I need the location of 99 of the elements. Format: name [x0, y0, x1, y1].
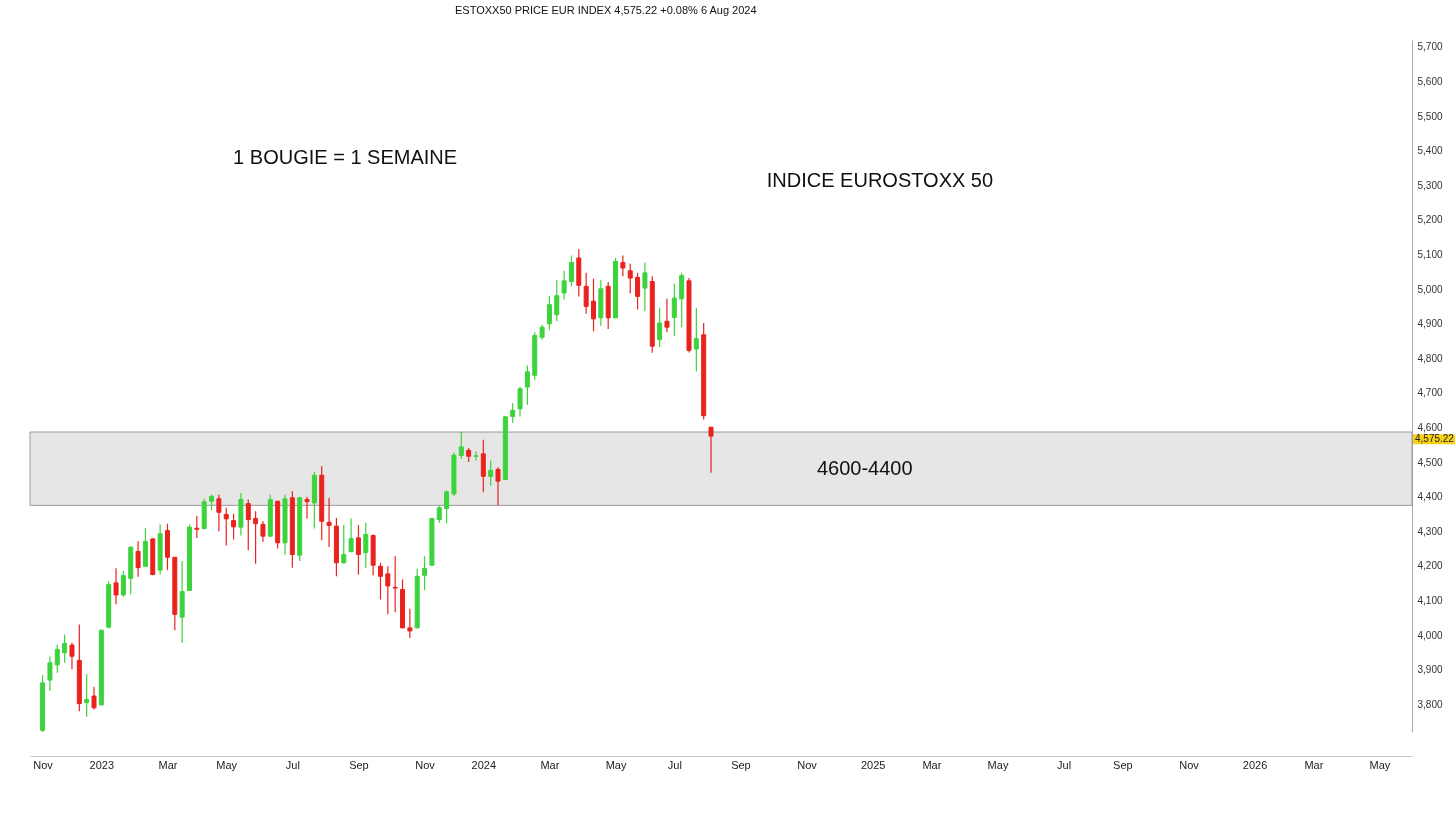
x-tick-label: May [216, 758, 238, 771]
x-tick-label: Nov [33, 758, 54, 771]
y-tick-label: 5,100 [1417, 249, 1443, 261]
x-tick-label: Sep [731, 758, 751, 771]
x-tick-label: Mar [922, 758, 942, 771]
candlestick [385, 565, 391, 615]
candlestick [341, 524, 347, 565]
candlestick [363, 522, 369, 569]
x-tick-label: 2024 [471, 758, 497, 771]
candlestick [679, 272, 685, 328]
candlestick [488, 459, 494, 487]
y-tick-label: 5,600 [1417, 76, 1443, 88]
candlestick [54, 643, 60, 674]
y-tick-label: 4,500 [1417, 456, 1443, 468]
y-tick-label: 4,100 [1417, 595, 1443, 607]
candlestick [458, 431, 464, 460]
candlestick [253, 510, 259, 565]
candlestick [231, 513, 237, 541]
y-tick-label: 3,900 [1417, 664, 1443, 676]
candlestick [693, 307, 699, 373]
candlestick [510, 402, 516, 424]
candlestick [194, 515, 200, 539]
candlestick [664, 298, 670, 333]
x-tick-label: May [987, 758, 1009, 771]
annotation: 1 BOUGIE = 1 SEMAINE [233, 146, 458, 169]
y-tick-label: 4,800 [1417, 352, 1443, 364]
candlestick [671, 282, 677, 337]
y-tick-label: 5,000 [1417, 283, 1443, 295]
x-tick-label: Nov [1179, 758, 1200, 771]
text: 4,575.22 [1415, 433, 1455, 445]
candlestick [591, 278, 596, 332]
text: INDICE EUROSTOXX 50 [766, 169, 994, 192]
y-tick-label: 4,200 [1417, 560, 1443, 572]
candlestick [635, 272, 641, 311]
candlestick [554, 279, 560, 322]
candlestick [84, 673, 90, 718]
x-tick-label: 2026 [1242, 758, 1268, 771]
candlestick [120, 570, 126, 598]
candlestick [642, 261, 648, 312]
y-tick-label: 4,300 [1417, 525, 1443, 537]
candlestick [627, 263, 633, 295]
x-tick-label: Nov [797, 758, 818, 771]
y-tick-label: 4,700 [1417, 387, 1443, 399]
candlestick [135, 540, 141, 578]
candlestick [568, 254, 574, 287]
y-tick-label: 4,900 [1417, 318, 1443, 330]
candlestick [355, 524, 361, 576]
x-tick-label: May [1369, 758, 1391, 771]
candlestick [69, 642, 75, 670]
x-tick-label: Mar [540, 758, 560, 771]
candlestick [517, 386, 523, 418]
candlestick [392, 555, 398, 613]
band-label: 4600-4400 [816, 456, 913, 479]
candlestick [348, 517, 354, 553]
candlestick [113, 567, 119, 605]
x-tick-label: Jul [667, 758, 682, 771]
candlestick [480, 439, 486, 493]
candlestick [377, 562, 383, 601]
candlestick [62, 633, 68, 664]
candlestick [407, 608, 413, 639]
candlestick [422, 555, 428, 591]
candlestick [708, 426, 714, 474]
candlestick [223, 507, 229, 547]
x-tick-label: Mar [158, 758, 178, 771]
x-tick-label: Jul [285, 758, 300, 771]
y-tick-label: 5,200 [1417, 214, 1443, 226]
candlestick [216, 494, 222, 532]
y-tick-label: 5,500 [1417, 110, 1443, 122]
candlestick [260, 520, 266, 543]
y-tick-label: 5,700 [1417, 41, 1443, 53]
x-tick-label: Nov [415, 758, 436, 771]
candlestick [561, 270, 567, 301]
candlestick [326, 497, 332, 548]
x-tick-label: 2025 [860, 758, 886, 771]
candlestick [47, 655, 53, 692]
chart-subtitle: ESTOXX50 PRICE EUR INDEX 4,575.22 +0.08% 6 Aug 2024 [455, 4, 757, 16]
x-tick-label: May [605, 758, 627, 771]
y-tick-label: 4,600 [1417, 422, 1443, 434]
candlestick [495, 466, 501, 506]
candlestick [473, 450, 479, 461]
candlestick [524, 364, 530, 406]
candlestick [444, 489, 450, 524]
x-tick-label: Sep [1113, 758, 1133, 771]
candlestick [91, 686, 97, 711]
candlestick [620, 254, 626, 277]
candlestick [657, 307, 663, 348]
candlestick [583, 272, 589, 315]
y-tick-label: 5,300 [1417, 179, 1443, 191]
x-tick-label: Jul [1057, 758, 1072, 771]
x-tick-label: Mar [1304, 758, 1324, 771]
candlestick [546, 295, 552, 331]
y-tick-label: 5,400 [1417, 145, 1443, 157]
y-tick-label: 3,800 [1417, 698, 1443, 710]
candlestick [245, 498, 251, 551]
x-tick-label: 2023 [89, 758, 115, 771]
y-tick-label: 4,000 [1417, 629, 1443, 641]
x-tick-label: Sep [349, 758, 369, 771]
candlestick [304, 496, 310, 520]
y-tick-label: 4,400 [1417, 491, 1443, 503]
